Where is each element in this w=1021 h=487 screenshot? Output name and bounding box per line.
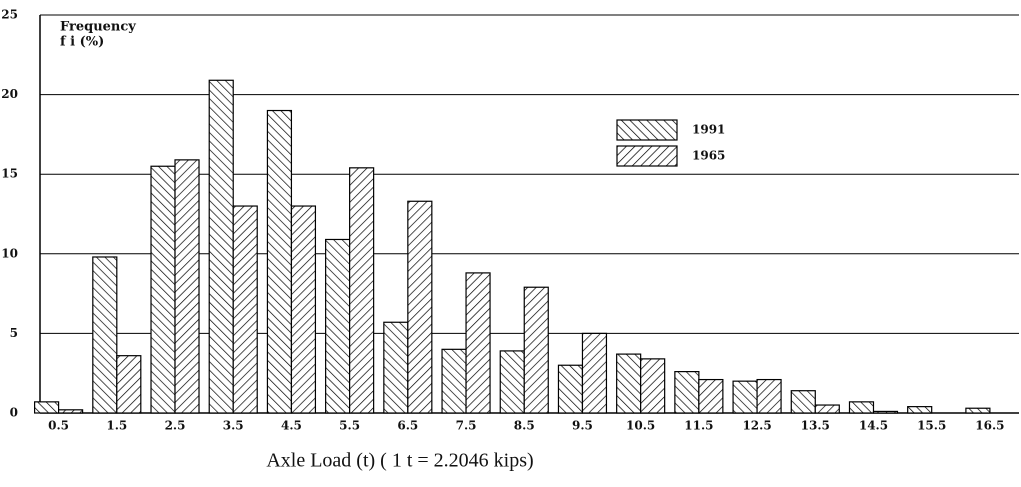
x-tick-label: 12.5: [742, 419, 771, 433]
bar: [674, 371, 700, 414]
bar: [790, 390, 816, 414]
y-tick-label: 15: [1, 167, 18, 181]
y-tick-label: 25: [1, 8, 18, 22]
x-tick-label: 13.5: [801, 419, 830, 433]
bar: [499, 350, 525, 414]
bar: [872, 410, 899, 414]
y-tick-label: 20: [1, 87, 18, 101]
bar: [698, 378, 724, 414]
legend-swatch: [616, 119, 678, 141]
bar: [208, 79, 234, 414]
bar: [907, 406, 933, 414]
bar: [523, 286, 549, 414]
y-axis-subtitle: f i (%): [60, 35, 104, 50]
x-tick-label: 0.5: [48, 419, 69, 433]
bar: [756, 378, 782, 414]
bar: [557, 364, 584, 414]
y-axis-title: Frequency: [60, 20, 136, 35]
y-tick-label: 0: [10, 406, 18, 420]
bar: [290, 205, 317, 414]
bar: [34, 401, 60, 414]
x-tick-label: 1.5: [106, 419, 127, 433]
x-axis-title: Axle Load (t) ( 1 t = 2.2046 kips): [266, 450, 533, 472]
bar: [848, 401, 875, 414]
bar: [441, 348, 467, 414]
bar: [407, 200, 433, 414]
bar: [116, 355, 142, 414]
bar: [92, 256, 118, 414]
bar: [465, 272, 491, 414]
bar: [732, 380, 758, 414]
legend-swatch: [616, 145, 678, 167]
bar: [616, 353, 642, 414]
x-tick-label: 3.5: [223, 419, 244, 433]
bar: [814, 404, 840, 414]
bar: [581, 332, 608, 414]
x-tick-label: 15.5: [917, 419, 946, 433]
bar: [349, 167, 375, 414]
bar: [174, 159, 200, 414]
x-tick-label: 16.5: [975, 419, 1004, 433]
x-tick-label: 8.5: [514, 419, 535, 433]
bar: [383, 321, 409, 414]
x-tick-label: 2.5: [165, 419, 186, 433]
y-tick-label: 5: [10, 326, 18, 340]
x-tick-label: 5.5: [339, 419, 360, 433]
x-tick-label: 4.5: [281, 419, 302, 433]
x-tick-label: 9.5: [572, 419, 593, 433]
x-tick-label: 11.5: [684, 419, 713, 433]
x-tick-label: 14.5: [859, 419, 888, 433]
x-tick-label: 7.5: [456, 419, 477, 433]
bar: [266, 109, 293, 414]
y-tick-label: 10: [1, 246, 18, 260]
bar: [640, 358, 666, 414]
bar: [965, 407, 991, 414]
bar: [150, 165, 176, 414]
bar: [325, 238, 351, 414]
bar: [58, 409, 84, 414]
legend-label: 1991: [692, 123, 725, 137]
bar: [232, 205, 258, 414]
legend-label: 1965: [692, 149, 725, 163]
x-tick-label: 6.5: [397, 419, 418, 433]
x-tick-label: 10.5: [626, 419, 655, 433]
